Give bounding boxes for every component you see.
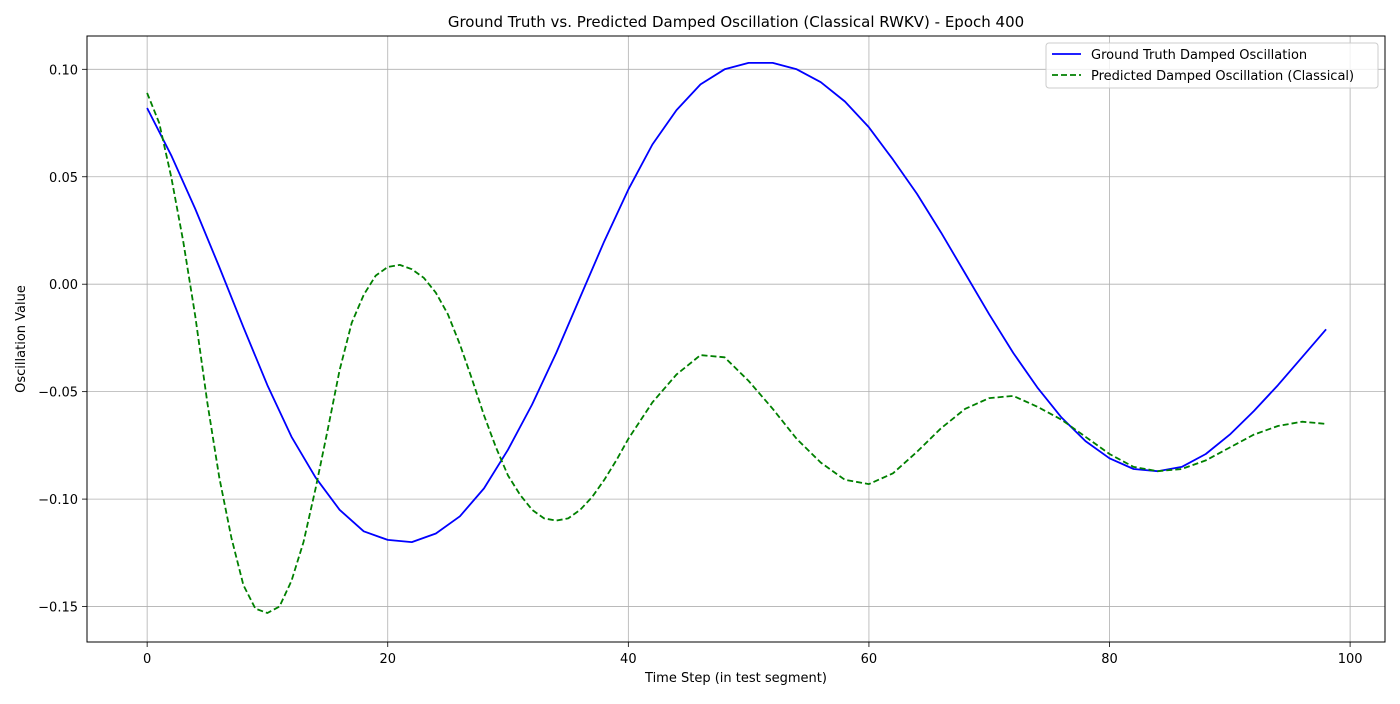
y-axis-ticks: 0.10 0.05 0.00 −0.05 −0.10 −0.15 bbox=[38, 63, 87, 616]
x-tick-label: 20 bbox=[379, 652, 396, 667]
predicted-line bbox=[146, 92, 1327, 614]
y-tick-label: −0.05 bbox=[38, 386, 78, 401]
ground-truth-line bbox=[146, 62, 1327, 543]
y-tick-label: 0.00 bbox=[49, 278, 78, 293]
grid-lines bbox=[87, 36, 1385, 642]
chart-title: Ground Truth vs. Predicted Damped Oscill… bbox=[448, 13, 1024, 31]
legend-label-ground-truth: Ground Truth Damped Oscillation bbox=[1091, 48, 1307, 63]
legend: Ground Truth Damped Oscillation Predicte… bbox=[1045, 42, 1379, 89]
y-axis-label: Oscillation Value bbox=[14, 285, 29, 393]
x-tick-label: 60 bbox=[861, 652, 878, 667]
x-axis-ticks: 0 20 40 60 80 100 bbox=[143, 642, 1363, 667]
plot-frame bbox=[86, 35, 1386, 643]
x-tick-label: 0 bbox=[143, 652, 151, 667]
y-tick-label: 0.10 bbox=[49, 63, 78, 78]
y-tick-label: 0.05 bbox=[49, 171, 78, 186]
series-lines bbox=[146, 62, 1327, 614]
y-tick-label: −0.15 bbox=[38, 601, 78, 616]
legend-box bbox=[1045, 42, 1379, 89]
x-tick-label: 100 bbox=[1338, 652, 1363, 667]
x-tick-label: 80 bbox=[1101, 652, 1118, 667]
x-tick-label: 40 bbox=[620, 652, 637, 667]
x-axis-label: Time Step (in test segment) bbox=[644, 671, 827, 686]
y-tick-label: −0.10 bbox=[38, 493, 78, 508]
legend-label-predicted: Predicted Damped Oscillation (Classical) bbox=[1091, 69, 1354, 84]
